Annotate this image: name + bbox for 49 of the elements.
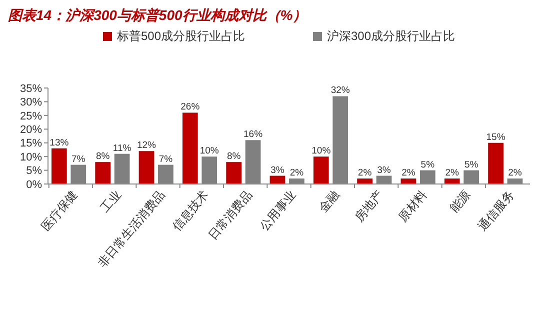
legend-label: 沪深300成分股行业占比 <box>327 29 456 43</box>
data-label: 10% <box>200 146 220 157</box>
x-tick-label: 日常消费品 <box>206 188 255 243</box>
data-label: 11% <box>112 142 132 154</box>
bar <box>488 142 504 184</box>
bar <box>51 148 67 184</box>
x-tick-label: 原材料 <box>396 188 430 224</box>
data-label: 2% <box>290 168 304 179</box>
y-tick-label: 5% <box>26 165 42 178</box>
data-label: 5% <box>420 159 436 170</box>
x-tick-label: 能源 <box>447 188 474 216</box>
y-tick-label: 25% <box>20 110 42 122</box>
data-label: 12% <box>136 140 157 152</box>
bar <box>444 178 460 184</box>
y-tick-label: 15% <box>20 138 42 150</box>
data-label: 8% <box>226 151 242 162</box>
x-tick-label: 金融 <box>316 188 342 216</box>
x-tick-label: 通信服务 <box>475 188 517 234</box>
y-tick-label: 10% <box>20 151 42 164</box>
data-label: 15% <box>486 132 506 143</box>
bar <box>357 178 372 184</box>
data-label: 3% <box>270 164 285 176</box>
bar <box>226 162 242 184</box>
x-tick-label: 公用事业 <box>256 188 299 234</box>
y-tick-label: 30% <box>20 96 42 109</box>
data-label: 7% <box>72 154 86 165</box>
data-label: 7% <box>158 154 174 165</box>
bar <box>313 156 329 184</box>
data-label: 26% <box>180 102 200 113</box>
x-tick-label: 房地产 <box>352 188 386 224</box>
data-label: 13% <box>50 137 70 148</box>
legend-label: 标普500成分股行业占比 <box>116 29 246 43</box>
data-label: 8% <box>96 151 110 162</box>
data-label: 2% <box>402 168 416 179</box>
y-tick-label: 20% <box>20 124 42 136</box>
data-label: 10% <box>312 146 332 157</box>
bar <box>182 112 198 184</box>
data-label: 5% <box>464 159 479 170</box>
data-label: 2% <box>358 168 372 179</box>
bar <box>95 162 111 184</box>
y-tick-label: 35% <box>20 82 42 95</box>
x-tick-label: 工业 <box>98 188 124 216</box>
data-label: 2% <box>445 168 460 179</box>
bar <box>138 151 154 184</box>
data-label: 32% <box>330 85 350 96</box>
data-label: 2% <box>508 168 522 179</box>
chart-title: 图表14：沪深300与标普500行业构成对比（%） <box>8 7 307 23</box>
data-label: 16% <box>244 129 264 140</box>
data-label: 3% <box>377 164 392 176</box>
